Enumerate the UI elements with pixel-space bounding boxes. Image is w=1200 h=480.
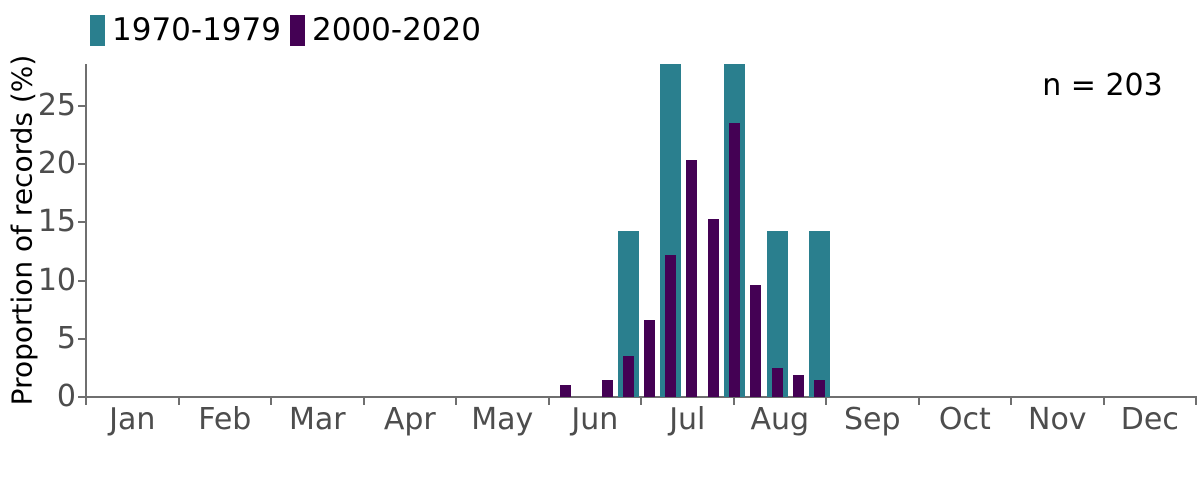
x-tick-mark xyxy=(640,397,642,405)
bar-2000-2020 xyxy=(622,356,634,397)
bar-2000-2020 xyxy=(559,385,571,397)
x-tick-mark xyxy=(1010,397,1012,405)
bar-1970-1979 xyxy=(766,230,788,397)
y-tick-mark xyxy=(78,163,86,166)
bar-2000-2020 xyxy=(707,218,719,397)
x-tick-label-nov: Nov xyxy=(1028,402,1087,437)
legend-label-1970-1979: 1970-1979 xyxy=(112,12,281,48)
legend-label-2000-2020: 2000-2020 xyxy=(311,12,481,48)
y-tick-label: 10 xyxy=(37,262,76,298)
x-tick-mark xyxy=(547,397,550,405)
y-tick-label: 0 xyxy=(56,379,76,414)
x-tick-mark xyxy=(1195,397,1197,405)
bar-2000-2020 xyxy=(814,379,825,397)
y-tick-mark xyxy=(78,396,86,398)
y-axis-line xyxy=(85,64,87,398)
x-tick-label-feb: Feb xyxy=(198,402,252,437)
bar-2000-2020 xyxy=(602,379,614,397)
x-tick-label-dec: Dec xyxy=(1120,402,1179,437)
x-tick-label-apr: Apr xyxy=(383,402,436,437)
x-tick-mark xyxy=(85,397,87,405)
y-tick-label: 5 xyxy=(56,320,76,356)
bar-2000-2020 xyxy=(686,159,698,397)
y-tick-label: 20 xyxy=(37,146,76,182)
bar-2000-2020 xyxy=(750,285,762,397)
bar-2000-2020 xyxy=(665,255,677,397)
bar-2000-2020 xyxy=(771,367,783,397)
sample-size-annotation: n = 203 xyxy=(1042,68,1163,103)
x-tick-label-mar: Mar xyxy=(288,402,346,437)
plot-area xyxy=(86,64,1196,397)
legend-swatch-1970-1979 xyxy=(90,14,105,46)
y-tick-mark xyxy=(78,337,86,340)
bar-2000-2020 xyxy=(792,374,804,397)
bar-1970-1979 xyxy=(809,230,830,397)
x-tick-mark xyxy=(362,397,365,405)
x-tick-mark xyxy=(732,397,735,405)
x-tick-mark xyxy=(825,397,827,405)
x-tick-mark xyxy=(177,397,180,405)
x-tick-mark xyxy=(455,397,457,405)
x-tick-label-oct: Oct xyxy=(938,402,991,437)
bar-2000-2020 xyxy=(643,320,655,397)
x-tick-label-aug: Aug xyxy=(750,402,810,437)
x-tick-label-may: May xyxy=(471,402,534,437)
y-tick-mark xyxy=(78,279,86,282)
x-tick-label-jan: Jan xyxy=(109,402,156,437)
x-tick-mark xyxy=(270,397,272,405)
x-tick-mark xyxy=(1102,397,1105,405)
y-tick-label: 25 xyxy=(37,87,76,123)
legend: 1970-1979 2000-2020 xyxy=(90,13,481,47)
y-tick-mark xyxy=(78,221,86,224)
x-tick-mark xyxy=(917,397,920,405)
x-tick-label-jul: Jul xyxy=(669,402,706,437)
bar-1970-1979 xyxy=(617,230,639,397)
bar-2000-2020 xyxy=(728,123,740,397)
y-tick-mark xyxy=(78,104,86,107)
x-tick-label-jun: Jun xyxy=(571,402,619,437)
legend-swatch-2000-2020 xyxy=(289,14,305,46)
x-tick-label-sep: Sep xyxy=(844,402,901,437)
y-tick-label: 15 xyxy=(37,204,76,240)
